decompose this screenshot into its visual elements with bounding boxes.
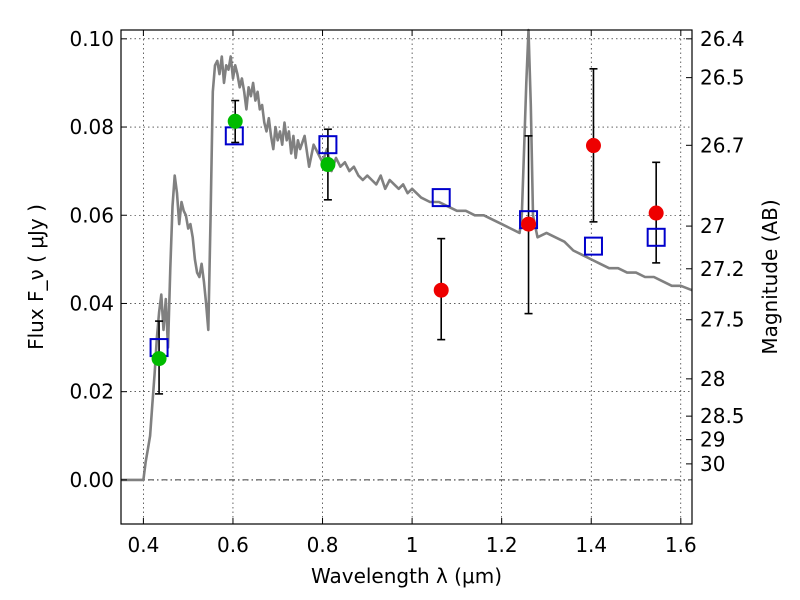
y-tick-label: 0.10 [69, 27, 114, 51]
y-axis-ticks: 0.00 0.02 0.04 0.06 0.08 0.10 [69, 27, 127, 492]
mag-tick-label: 27.2 [700, 257, 745, 281]
y-tick-label: 0.02 [69, 380, 114, 404]
x-tick-label: 1 [406, 533, 419, 557]
mag-tick-label: 27.5 [700, 308, 745, 332]
x-axis-ticks: 0.4 0.6 0.8 1 1.2 1.4 1.6 [127, 30, 697, 557]
model-square [318, 135, 338, 155]
green-detection-point [227, 113, 243, 129]
x-tick-label: 1.6 [665, 533, 697, 557]
green-detection-point [151, 351, 167, 367]
red-point [585, 138, 601, 154]
model-points-layer [149, 126, 666, 358]
x-axis-title: Wavelength λ (μm) [311, 564, 502, 588]
sed-spectrum-line [121, 28, 693, 482]
mag-tick-label: 26.5 [700, 66, 745, 90]
y-tick-label: 0.00 [69, 468, 114, 492]
x-tick-label: 1.2 [486, 533, 518, 557]
mag-tick-label: 26.4 [700, 27, 745, 51]
x-tick-label: 0.6 [217, 533, 249, 557]
measured-points-layer [151, 113, 664, 367]
y-axis-title: Flux F_ν ( μJy ) [24, 204, 48, 350]
x-tick-label: 0.4 [127, 533, 159, 557]
mag-tick-label: 27 [700, 214, 725, 238]
plot-frame [120, 29, 693, 525]
green-detection-point [320, 157, 336, 173]
sed-spectrum-layer [121, 28, 693, 482]
magnitude-axis-title: Magnitude (AB) [758, 199, 782, 354]
model-square [431, 188, 451, 208]
mag-tick-label: 28 [700, 367, 725, 391]
red-point [648, 205, 664, 221]
red-point [521, 216, 537, 232]
grid [121, 30, 692, 524]
y-tick-label: 0.06 [69, 203, 114, 227]
mag-tick-label: 30 [700, 452, 725, 476]
x-tick-label: 1.4 [575, 533, 607, 557]
mag-tick-label: 28.5 [700, 404, 745, 428]
mag-tick-label: 29 [700, 428, 725, 452]
y-tick-label: 0.08 [69, 115, 114, 139]
x-tick-label: 0.8 [307, 533, 339, 557]
y-tick-label: 0.04 [69, 291, 114, 315]
mag-tick-label: 26.7 [700, 133, 745, 157]
model-square [646, 227, 666, 247]
model-square [583, 236, 603, 256]
red-point [433, 282, 449, 298]
